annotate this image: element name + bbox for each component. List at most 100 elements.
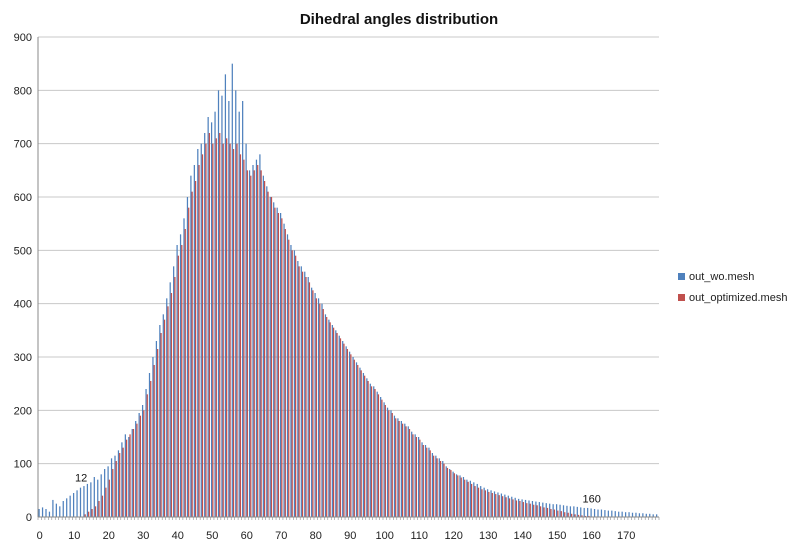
bar-optimized [474, 486, 476, 517]
bar-optimized [184, 229, 186, 517]
bar-optimized [295, 255, 297, 517]
bar-wo [69, 495, 71, 517]
bar-wo [421, 442, 423, 517]
bar-wo [114, 455, 116, 517]
y-tick-label: 900 [14, 32, 32, 44]
bar-optimized [553, 509, 556, 517]
bar-optimized [560, 511, 562, 517]
bar-optimized [550, 509, 552, 517]
bar-wo [587, 507, 589, 517]
bar-wo [555, 504, 558, 517]
bar-wo [514, 497, 516, 517]
bar-wo [173, 266, 175, 517]
x-tick-label: 10 [68, 530, 80, 542]
bar-optimized [395, 418, 397, 517]
bar-wo [286, 234, 289, 518]
bar-optimized [412, 434, 414, 517]
bar-wo [449, 469, 451, 517]
bar-wo [390, 410, 392, 517]
bar-wo [152, 357, 154, 517]
bar-wo [221, 95, 223, 518]
bar-wo [642, 513, 644, 517]
bar-optimized [253, 170, 255, 518]
bar-wo [535, 501, 537, 517]
x-tick-label: 0 [37, 530, 43, 542]
bar-wo [576, 506, 578, 517]
bar-wo [117, 450, 120, 517]
bar-wo [259, 154, 261, 518]
legend-label: out_optimized.mesh [689, 292, 787, 304]
bar-optimized [132, 429, 135, 517]
bar-optimized [284, 229, 286, 517]
bar-optimized [136, 423, 138, 517]
bar-optimized [239, 154, 242, 518]
bar-wo [480, 486, 482, 517]
bar-wo [473, 482, 475, 517]
bar-optimized [519, 501, 521, 517]
bar-wo [524, 499, 527, 517]
bar-wo [300, 266, 302, 517]
bar-optimized [205, 143, 207, 517]
bar-optimized [429, 450, 431, 517]
bar-wo [121, 442, 123, 517]
bar-optimized [229, 143, 231, 517]
bar-optimized [201, 154, 204, 518]
bar-optimized [112, 469, 114, 517]
bar-wo [549, 503, 551, 517]
bar-optimized [174, 277, 176, 517]
bar-optimized [401, 423, 404, 517]
bar-optimized [415, 437, 418, 517]
axes: 0 100 200 300 400 500 600 700 800 900 0 10 20 30 40 50 6… [14, 32, 660, 542]
bar-wo [518, 498, 520, 517]
bar-wo [197, 149, 199, 517]
bar-optimized [546, 507, 549, 517]
bar-wo [618, 511, 620, 517]
x-tick-label: 130 [479, 530, 497, 542]
bar-wo [276, 207, 278, 517]
bar-optimized [588, 515, 590, 517]
bar-optimized [484, 490, 487, 517]
bar-optimized [160, 333, 162, 517]
bar-wo [504, 494, 506, 517]
legend: out_wo.mesh out_optimized.mesh [678, 271, 787, 304]
bar-wo [228, 101, 230, 517]
bar-wo [380, 397, 382, 517]
chart-title: Dihedral angles distribution [300, 11, 498, 28]
bar-optimized [426, 447, 428, 517]
y-tick-label: 700 [14, 139, 32, 151]
bar-wo [307, 277, 309, 517]
bar-wo [59, 506, 61, 517]
bar-wo [141, 405, 144, 517]
bar-wo [62, 501, 64, 517]
bar-optimized [312, 290, 314, 517]
x-tick-label: 170 [617, 530, 635, 542]
bar-wo [521, 499, 523, 517]
x-tick-label: 110 [410, 530, 428, 542]
bar-wo [176, 245, 178, 517]
bar-wo [614, 511, 616, 517]
bar-optimized [405, 426, 407, 517]
bar-wo [466, 479, 468, 517]
bar-optimized [360, 370, 362, 517]
bar-wo [255, 159, 258, 517]
legend-swatch [678, 273, 685, 280]
bar-wo [148, 373, 151, 517]
bar-wo [362, 373, 365, 517]
bar-wo [124, 434, 126, 517]
bar-optimized [491, 493, 493, 517]
bar-wo [169, 282, 171, 517]
bar-wo [317, 298, 320, 517]
bar-wo [352, 357, 354, 517]
bar-wo [656, 514, 658, 517]
bar-optimized [208, 133, 211, 517]
x-tick-label: 30 [137, 530, 149, 542]
bar-wo [445, 466, 447, 517]
bar-wo [242, 101, 244, 517]
bar-wo [562, 505, 565, 517]
bar-wo [428, 447, 430, 517]
bar-wo [55, 503, 57, 517]
bar-optimized [384, 405, 386, 517]
bar-optimized [191, 191, 193, 517]
bar-wo [621, 511, 623, 517]
